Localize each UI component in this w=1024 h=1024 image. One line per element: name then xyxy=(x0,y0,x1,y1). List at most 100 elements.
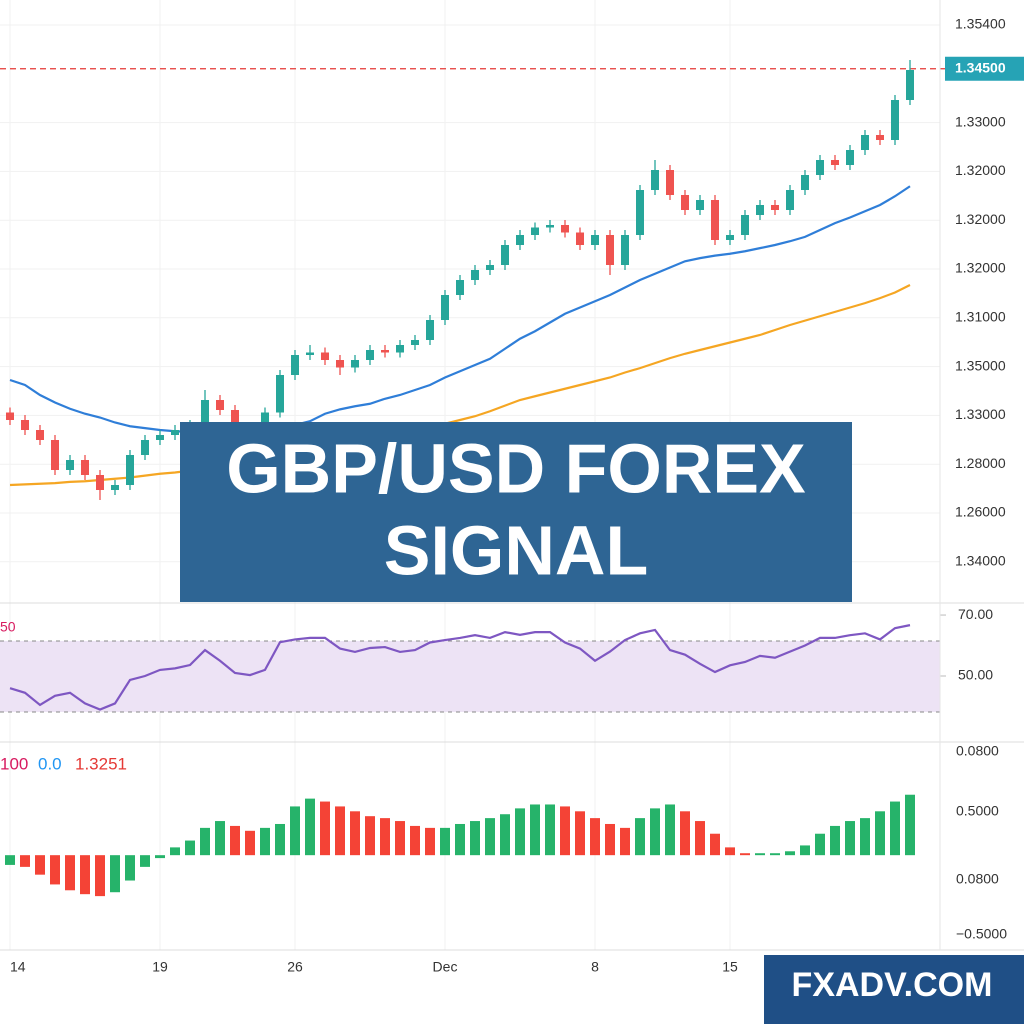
histogram-bar xyxy=(5,855,15,865)
histogram-bar xyxy=(425,827,435,856)
candle-body xyxy=(576,232,584,245)
histogram-bar xyxy=(65,855,75,891)
candle-body xyxy=(231,410,239,430)
histogram-bar xyxy=(410,825,420,856)
x-tick-label: 15 xyxy=(722,959,738,975)
overlay: GBP/USD FOREX SIGNAL FXADV.COM xyxy=(180,422,1024,1024)
candle-body xyxy=(471,270,479,280)
y-tick-label: 70.00 xyxy=(958,606,993,622)
y-tick-label: 0.0800 xyxy=(956,871,999,887)
candle-body xyxy=(36,430,44,440)
candle-body xyxy=(291,355,299,375)
histogram-bar xyxy=(545,804,555,856)
histogram-bar xyxy=(200,827,210,856)
histogram-bar xyxy=(530,804,540,856)
candle-body xyxy=(516,235,524,245)
logo-box xyxy=(764,955,1024,1024)
histogram-bar xyxy=(650,808,660,856)
histogram-bar xyxy=(275,823,285,856)
rsi-band xyxy=(0,640,940,712)
candle-body xyxy=(741,215,749,235)
histogram-bar xyxy=(95,855,105,897)
title-box xyxy=(180,422,852,602)
chart-layer: 1.35400 1.33000 1.32000 1.32000 1.32000 1.310… xyxy=(0,0,1024,975)
histogram-bar xyxy=(470,821,480,856)
candle-body xyxy=(726,235,734,240)
histogram-bar xyxy=(800,845,810,856)
candle-body xyxy=(786,190,794,210)
histogram-bar xyxy=(485,818,495,856)
title-line: SIGNAL xyxy=(384,511,648,589)
y-tick-label: 1.32000 xyxy=(955,162,1006,178)
y-tick-label: 50.00 xyxy=(958,667,993,683)
histogram-bar xyxy=(245,830,255,856)
histogram-bar xyxy=(260,827,270,856)
candle-body xyxy=(861,135,869,150)
candle-body xyxy=(831,160,839,165)
histogram-bar xyxy=(125,855,135,881)
candle-body xyxy=(591,235,599,245)
candle-body xyxy=(126,455,134,485)
histogram-bar xyxy=(455,823,465,856)
histogram-bar xyxy=(365,816,375,856)
histogram-bar xyxy=(320,801,330,856)
histogram-bar xyxy=(140,855,150,867)
candle-body xyxy=(81,460,89,475)
histogram-bar xyxy=(620,827,630,856)
histogram-bar xyxy=(50,855,60,885)
x-tick-label: 19 xyxy=(152,959,168,975)
x-tick-label: 26 xyxy=(287,959,303,975)
histogram-bar xyxy=(440,827,450,856)
histogram-bar xyxy=(185,840,195,856)
candle-body xyxy=(111,485,119,490)
x-tick-label: 14 xyxy=(10,959,26,975)
indicator-header: 1.3251 xyxy=(75,754,127,773)
candle-body xyxy=(276,375,284,413)
histogram-bar xyxy=(350,811,360,856)
candle-body xyxy=(456,280,464,295)
candle-body xyxy=(441,295,449,320)
y-tick-label: 0.5000 xyxy=(956,803,999,819)
histogram-bar xyxy=(560,806,570,856)
histogram-bar xyxy=(110,855,120,893)
histogram-bar xyxy=(605,823,615,856)
candle-body xyxy=(96,475,104,490)
histogram-bar xyxy=(845,821,855,856)
y-tick-label: 1.31000 xyxy=(955,309,1006,325)
candle-body xyxy=(306,352,314,355)
candle-body xyxy=(426,320,434,340)
histogram-bar xyxy=(290,806,300,856)
candle-body xyxy=(411,340,419,345)
candle-body xyxy=(666,170,674,195)
histogram-bar xyxy=(665,804,675,856)
histogram-bar xyxy=(695,821,705,856)
histogram-bar xyxy=(860,818,870,856)
candle-body xyxy=(531,227,539,235)
price-tag xyxy=(945,56,1024,81)
x-tick-label: Dec xyxy=(433,959,458,975)
candle-body xyxy=(486,265,494,270)
histogram-bar xyxy=(830,825,840,856)
y-tick-label: 1.32000 xyxy=(955,260,1006,276)
candle-body xyxy=(336,360,344,368)
histogram-bar xyxy=(890,801,900,856)
candle-body xyxy=(66,460,74,470)
histogram-bar xyxy=(230,825,240,856)
candle-body xyxy=(606,235,614,265)
candle-body xyxy=(156,435,164,440)
candle-body xyxy=(756,205,764,215)
candle-body xyxy=(201,400,209,425)
y-tick-label: 1.26000 xyxy=(955,504,1006,520)
candle-body xyxy=(6,412,14,420)
candle-body xyxy=(681,195,689,210)
histogram-bar xyxy=(215,821,225,856)
histogram-bar xyxy=(755,853,765,856)
histogram-bar xyxy=(740,853,750,856)
histogram-bar xyxy=(680,811,690,856)
candle-body xyxy=(771,205,779,210)
candle-body xyxy=(381,350,389,353)
logo: FXADV.COM xyxy=(792,966,993,1004)
histogram-bar xyxy=(500,814,510,856)
y-tick-label: 1.33000 xyxy=(955,113,1006,129)
